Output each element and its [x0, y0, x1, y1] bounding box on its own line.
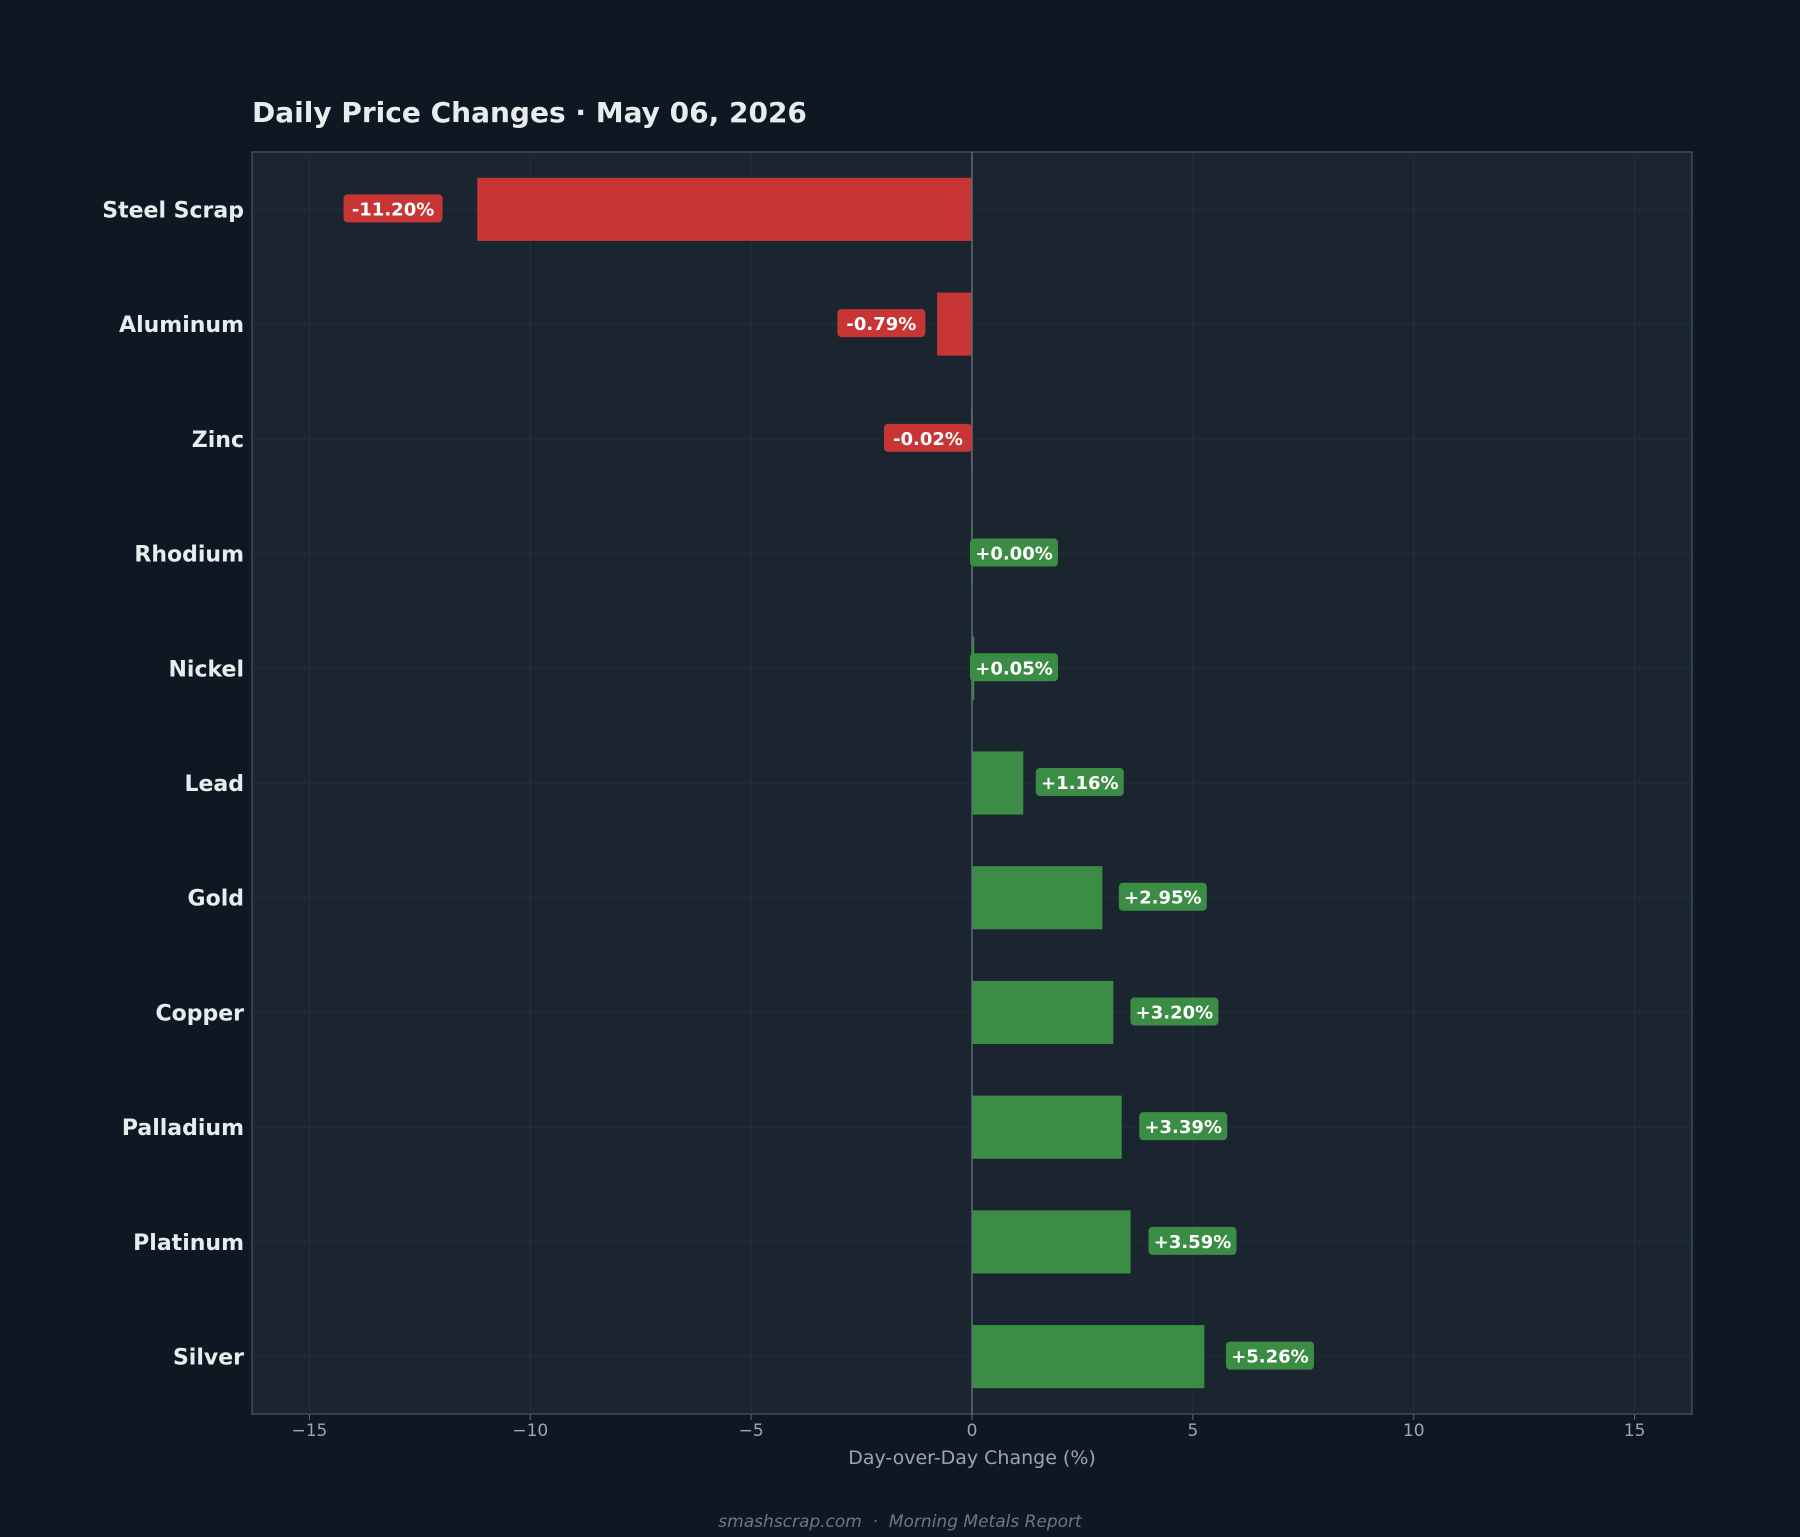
data-label: -0.02% [893, 429, 963, 450]
data-label: -0.79% [846, 314, 916, 335]
data-label-badge [884, 423, 972, 452]
data-label-badge [1035, 768, 1124, 796]
data-label-badge [343, 194, 443, 223]
bars [477, 177, 1205, 1389]
x-tick-label: 0 [967, 1421, 978, 1441]
x-tick-label: −5 [739, 1421, 764, 1441]
bar [972, 1095, 1122, 1159]
data-label: +3.59% [1154, 1232, 1232, 1253]
data-label-badge [837, 309, 926, 338]
category-labels: Steel Scrap Aluminum Zinc Rhodium Nickel Lead… [102, 198, 244, 1370]
footer-text: smashscrap.com · Morning Metals Report [718, 1512, 1083, 1532]
bar [937, 292, 972, 356]
category-label: Nickel [169, 657, 245, 682]
category-label: Palladium [122, 1116, 244, 1141]
x-tick-label: 10 [1403, 1421, 1425, 1441]
data-label: +3.39% [1144, 1117, 1222, 1138]
data-label: +3.20% [1136, 1002, 1214, 1023]
bar [972, 1325, 1205, 1389]
data-label-badge [970, 653, 1058, 682]
data-label-badge [970, 538, 1058, 567]
data-label-badge [1225, 1341, 1314, 1370]
data-label-badge [1139, 1112, 1228, 1141]
category-label: Platinum [133, 1231, 244, 1256]
data-label: +5.26% [1231, 1347, 1309, 1368]
category-label: Copper [155, 1001, 244, 1026]
category-label: Gold [188, 887, 244, 912]
data-label: -11.20% [352, 199, 434, 220]
bar [972, 1210, 1131, 1274]
bar [972, 866, 1103, 930]
data-label: +1.16% [1041, 773, 1119, 794]
x-tick-label: −15 [291, 1421, 327, 1441]
chart-title: Daily Price Changes · May 06, 2026 [252, 96, 807, 129]
category-label: Aluminum [119, 313, 244, 338]
bar [972, 751, 1024, 815]
category-label: Steel Scrap [102, 198, 244, 223]
data-label: +0.05% [975, 658, 1053, 679]
data-labels: -11.20% -0.79% -0.02% +0.00% +0.05% +1.16% +2.… [343, 194, 1314, 1370]
data-label-badge [1130, 997, 1219, 1026]
x-tick-label: 5 [1187, 1421, 1198, 1441]
x-axis-label: Day-over-Day Change (%) [848, 1447, 1096, 1469]
data-label-badge [1148, 1226, 1237, 1255]
category-label: Rhodium [134, 543, 244, 568]
x-tick-label: 15 [1624, 1421, 1646, 1441]
x-tick-label: −10 [512, 1421, 548, 1441]
bar [972, 980, 1114, 1045]
bar [477, 177, 972, 241]
data-label-badge [1118, 882, 1207, 911]
category-label: Silver [173, 1346, 244, 1371]
data-label: +0.00% [975, 544, 1053, 565]
category-label: Lead [184, 772, 244, 797]
x-axis-ticks: −15 −10 −5 0 5 10 15 [291, 1414, 1645, 1441]
category-label: Zinc [192, 428, 244, 453]
data-label: +2.95% [1124, 888, 1202, 909]
